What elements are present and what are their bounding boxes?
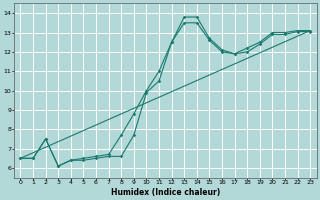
X-axis label: Humidex (Indice chaleur): Humidex (Indice chaleur) — [111, 188, 220, 197]
